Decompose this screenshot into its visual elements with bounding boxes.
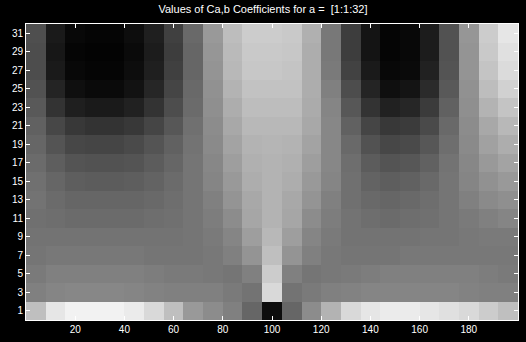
svg-text:20: 20 [70, 324, 82, 335]
svg-text:140: 140 [362, 324, 379, 335]
svg-text:100: 100 [264, 324, 281, 335]
svg-text:17: 17 [12, 157, 24, 168]
svg-text:7: 7 [17, 250, 23, 261]
svg-text:31: 31 [12, 28, 24, 39]
svg-text:120: 120 [313, 324, 330, 335]
svg-text:25: 25 [12, 83, 24, 94]
svg-text:23: 23 [12, 102, 24, 113]
svg-text:13: 13 [12, 194, 24, 205]
svg-text:29: 29 [12, 46, 24, 57]
svg-text:11: 11 [13, 213, 24, 224]
svg-text:21: 21 [12, 120, 24, 131]
svg-text:3: 3 [17, 287, 23, 298]
svg-text:180: 180 [460, 324, 477, 335]
svg-text:1: 1 [17, 305, 23, 316]
svg-text:80: 80 [217, 324, 229, 335]
svg-text:40: 40 [119, 324, 131, 335]
svg-text:Values of Ca,b Coefficients fo: Values of Ca,b Coefficients for a = [1:1… [158, 3, 367, 15]
svg-text:19: 19 [12, 139, 24, 150]
svg-text:60: 60 [168, 324, 180, 335]
svg-text:15: 15 [12, 176, 24, 187]
svg-text:5: 5 [17, 268, 23, 279]
svg-text:160: 160 [411, 324, 428, 335]
svg-text:27: 27 [12, 65, 24, 76]
svg-text:9: 9 [17, 231, 23, 242]
